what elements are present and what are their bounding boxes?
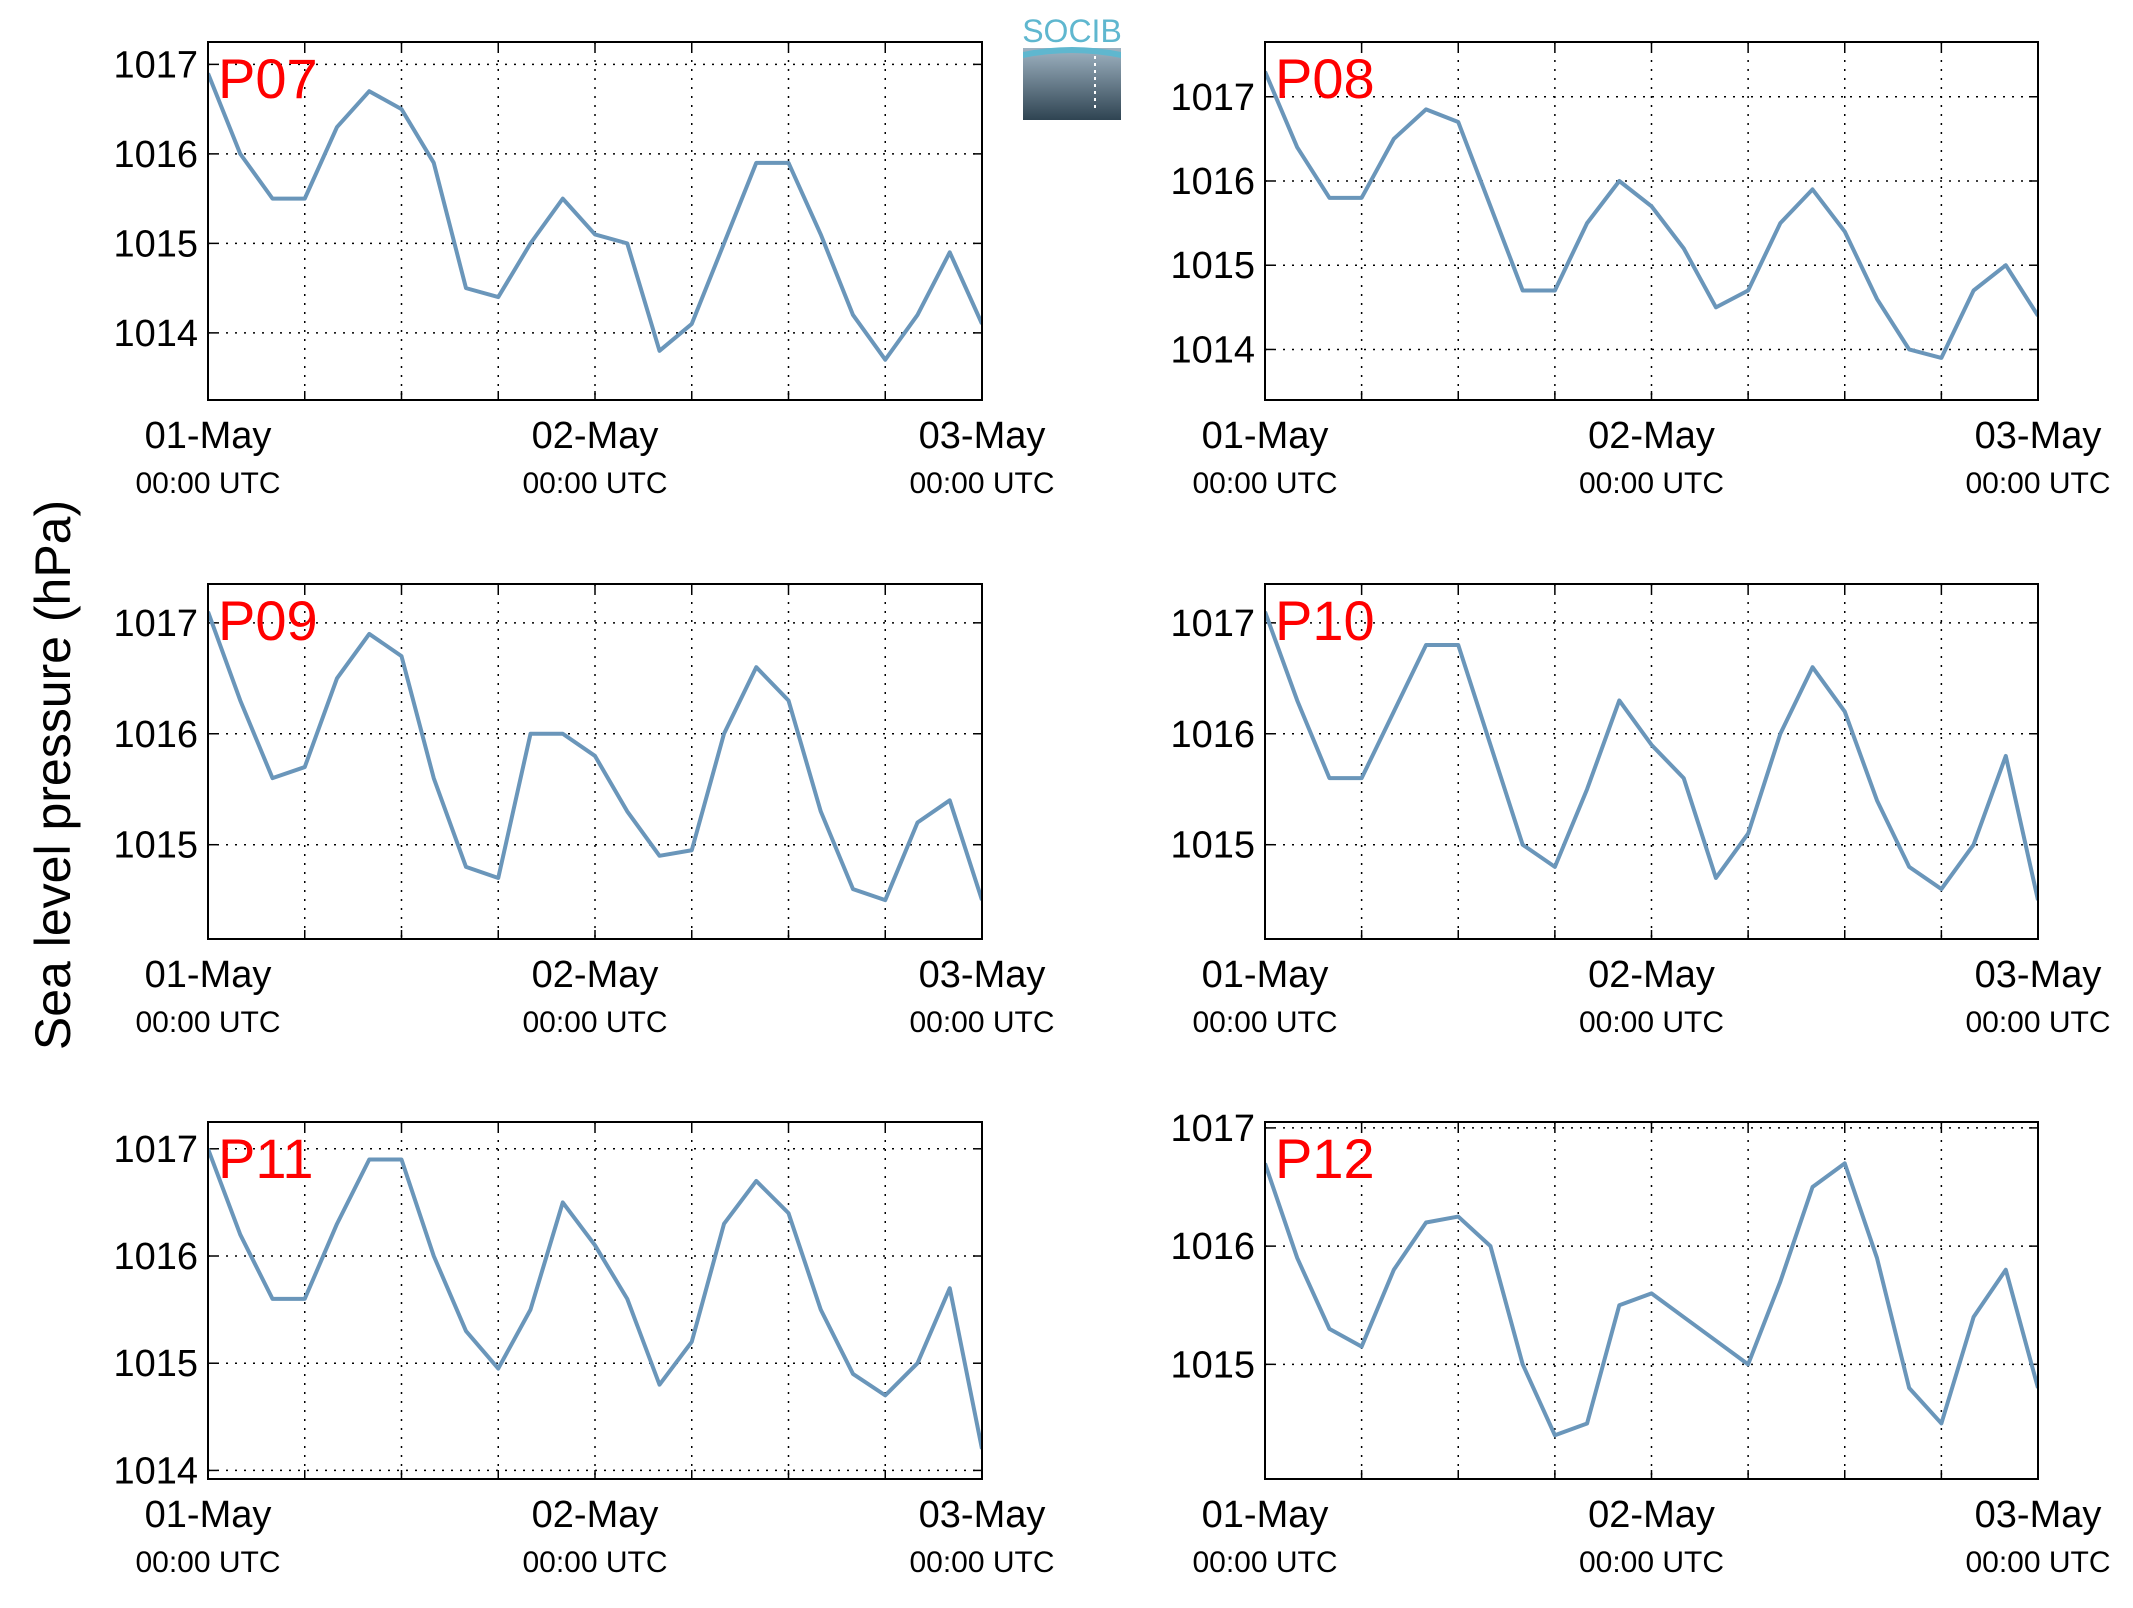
x-tick-sublabel: 00:00 UTC: [1579, 467, 1724, 500]
plot-frame: [207, 583, 983, 940]
data-line: [208, 611, 982, 903]
data-line: [208, 72, 982, 362]
panel-title: P10: [1275, 589, 1375, 652]
x-tick-sublabel: 00:00 UTC: [1192, 467, 1337, 500]
logo: SOCIB: [1022, 13, 1122, 120]
x-tick-sublabel: 00:00 UTC: [1579, 1006, 1724, 1039]
x-tick-sublabel: 00:00 UTC: [135, 467, 280, 500]
y-tick-label: 1016: [1170, 161, 1255, 203]
x-tick-sublabel: 00:00 UTC: [909, 1546, 1054, 1579]
x-tick-label: 03-May: [1975, 415, 2102, 457]
panel-title: P07: [218, 47, 318, 110]
line-group: [1265, 611, 2038, 901]
subplot: 1014 1015 1016 1017 01-May 00:00 UTC 02-May 00:…: [1170, 41, 2111, 500]
line-group: [208, 1148, 982, 1450]
x-tick-label: 01-May: [1202, 954, 1329, 996]
y-tick-label: 1017: [1170, 1108, 1255, 1150]
logo-text: SOCIB: [1022, 13, 1122, 49]
line-group: [1265, 1161, 2038, 1438]
y-tick-label: 1015: [1170, 245, 1255, 287]
y-tick-label: 1016: [1170, 1226, 1255, 1268]
x-tick-label: 01-May: [145, 1494, 272, 1536]
y-tick-label: 1014: [113, 313, 198, 355]
y-tick-label: 1017: [1170, 603, 1255, 645]
x-tick-label: 03-May: [919, 1494, 1046, 1536]
x-tick-sublabel: 00:00 UTC: [135, 1546, 280, 1579]
panel-title: P12: [1275, 1127, 1375, 1190]
y-tick-label: 1016: [113, 714, 198, 756]
y-tick-label: 1017: [113, 44, 198, 86]
y-tick-label: 1014: [1170, 329, 1255, 371]
x-tick-label: 02-May: [532, 954, 659, 996]
x-tick-sublabel: 00:00 UTC: [1965, 1546, 2110, 1579]
data-line: [1265, 70, 2038, 360]
y-tick-label: 1016: [1170, 714, 1255, 756]
x-tick-sublabel: 00:00 UTC: [1192, 1006, 1337, 1039]
subplot: 1015 1016 1017 01-May 00:00 UTC 02-May 00:00 U…: [1170, 583, 2111, 1039]
x-tick-sublabel: 00:00 UTC: [909, 467, 1054, 500]
y-tick-label: 1017: [113, 1129, 198, 1171]
plot-area: [208, 1122, 982, 1479]
y-tick-label: 1015: [113, 825, 198, 867]
x-tick-label: 01-May: [145, 415, 272, 457]
data-line: [1265, 611, 2038, 901]
y-tick-label: 1017: [113, 603, 198, 645]
plot-frame: [1264, 41, 2039, 401]
x-tick-label: 03-May: [1975, 1494, 2102, 1536]
x-tick-label: 01-May: [145, 954, 272, 996]
x-tick-sublabel: 00:00 UTC: [1965, 467, 2110, 500]
x-tick-label: 02-May: [1588, 415, 1715, 457]
y-tick-label: 1015: [113, 223, 198, 265]
y-tick-label: 1015: [1170, 825, 1255, 867]
x-tick-label: 03-May: [1975, 954, 2102, 996]
x-tick-label: 03-May: [919, 954, 1046, 996]
plot-area: [208, 584, 982, 939]
y-tick-label: 1016: [113, 134, 198, 176]
data-line: [208, 1148, 982, 1450]
line-group: [208, 72, 982, 362]
logo-wave: [1023, 47, 1121, 58]
logo-box: [1023, 48, 1121, 120]
x-tick-sublabel: 00:00 UTC: [909, 1006, 1054, 1039]
x-tick-label: 01-May: [1202, 1494, 1329, 1536]
x-tick-sublabel: 00:00 UTC: [1192, 1546, 1337, 1579]
y-tick-label: 1015: [113, 1343, 198, 1385]
x-tick-label: 02-May: [1588, 1494, 1715, 1536]
x-tick-sublabel: 00:00 UTC: [1579, 1546, 1724, 1579]
plot-area: [208, 42, 982, 400]
x-tick-label: 03-May: [919, 415, 1046, 457]
data-line: [1265, 1161, 2038, 1438]
x-tick-label: 02-May: [532, 415, 659, 457]
plot-area: [1265, 584, 2038, 939]
x-tick-label: 02-May: [532, 1494, 659, 1536]
subplot: 1014 1015 1016 1017 01-May 00:00 UTC 02-May 00:…: [113, 41, 1055, 500]
x-tick-sublabel: 00:00 UTC: [522, 1006, 667, 1039]
x-tick-label: 01-May: [1202, 415, 1329, 457]
line-group: [1265, 70, 2038, 360]
panel-title: P08: [1275, 47, 1375, 110]
x-tick-label: 02-May: [1588, 954, 1715, 996]
y-tick-label: 1015: [1170, 1344, 1255, 1386]
subplot: 1014 1015 1016 1017 01-May 00:00 UTC 02-May 00:…: [113, 1121, 1055, 1579]
plot-frame: [207, 1121, 983, 1480]
plot-frame: [1264, 583, 2039, 940]
plot-frame: [1264, 1121, 2039, 1480]
x-tick-sublabel: 00:00 UTC: [1965, 1006, 2110, 1039]
y-tick-label: 1017: [1170, 77, 1255, 119]
subplot: 1015 1016 1017 01-May 00:00 UTC 02-May 00:00 U…: [113, 583, 1055, 1039]
subplot: 1015 1016 1017 01-May 00:00 UTC 02-May 00:00 U…: [1170, 1108, 2110, 1579]
panel-title: P09: [218, 589, 318, 652]
y-tick-label: 1016: [113, 1236, 198, 1278]
x-tick-sublabel: 00:00 UTC: [522, 467, 667, 500]
x-tick-sublabel: 00:00 UTC: [135, 1006, 280, 1039]
x-tick-sublabel: 00:00 UTC: [522, 1546, 667, 1579]
plot-frame: [207, 41, 983, 401]
panel-title: P11: [218, 1127, 313, 1190]
y-tick-label: 1014: [113, 1450, 198, 1492]
line-group: [208, 611, 982, 903]
plot-area: [1265, 42, 2038, 400]
y-axis-label: Sea level pressure (hPa): [25, 500, 81, 1050]
